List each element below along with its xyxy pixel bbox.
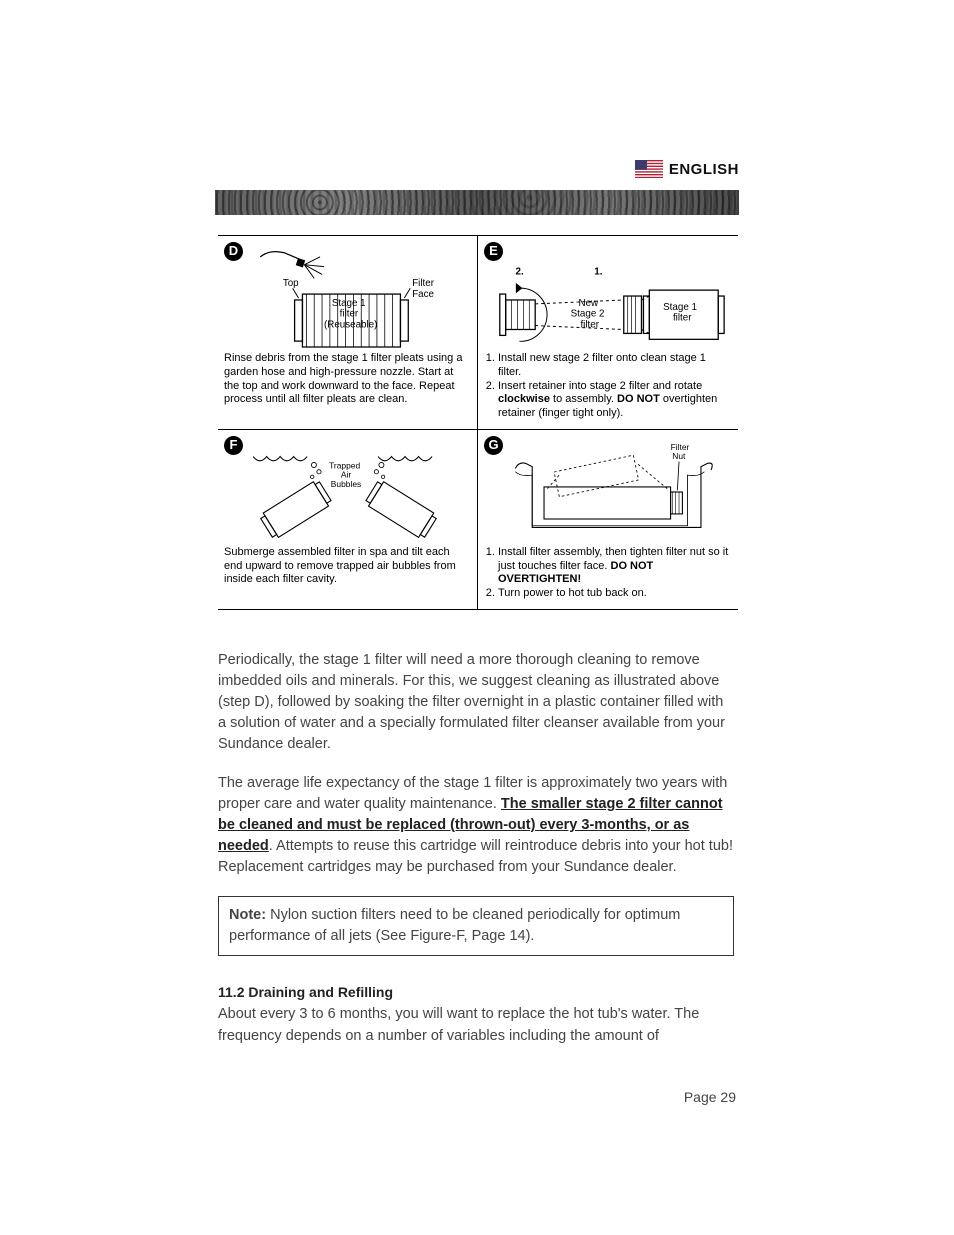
instruction-grid: D (218, 235, 738, 610)
manual-page: ENGLISH D (0, 0, 954, 1235)
paragraph-1: Periodically, the stage 1 filter will ne… (218, 650, 734, 755)
caption-g: Install filter assembly, then tighten fi… (484, 546, 732, 601)
caption-e-2: Insert retainer into stage 2 filter and … (498, 380, 732, 421)
section-heading: 11.2 Draining and Refilling (218, 982, 734, 1002)
caption-f: Submerge assembled filter in spa and til… (224, 546, 471, 587)
decorative-banner (215, 190, 739, 215)
caption-e-1: Install new stage 2 filter onto clean st… (498, 352, 732, 380)
label-new-1: New (578, 298, 599, 309)
diagram-f: Trapped Air Bubbles (226, 438, 471, 546)
note-text: Nylon suction filters need to be cleaned… (229, 907, 680, 944)
page-number: Page 29 (684, 1089, 736, 1105)
paragraph-2: The average life expectancy of the stage… (218, 773, 734, 878)
panel-e: E (478, 236, 738, 430)
label-face-1: Filter (412, 278, 435, 289)
caption-d: Rinse debris from the stage 1 filter ple… (224, 352, 471, 407)
label-s1-1: Stage 1 (663, 302, 697, 313)
panel-f: F (218, 430, 478, 609)
header: ENGLISH (635, 160, 739, 178)
label-g-2: Nut (672, 451, 686, 461)
language-label: ENGLISH (669, 161, 739, 178)
diagram-d: Top Stage 1 filter (Reuseable) Filter Fa… (226, 244, 471, 352)
note-label: Note: (229, 907, 266, 923)
panel-g: G (478, 430, 738, 609)
diagram-g: Filter Nut (486, 438, 732, 546)
label-f-3: Bubbles (331, 479, 361, 489)
us-flag-icon (635, 160, 663, 178)
diagram-e: 2. 1. New Stage 2 filter Stage 1 filter (486, 244, 732, 352)
body-text: Periodically, the stage 1 filter will ne… (218, 650, 734, 1047)
note-box: Note: Nylon suction filters need to be c… (218, 896, 734, 956)
panel-d: D (218, 236, 478, 430)
caption-g-1: Install filter assembly, then tighten fi… (498, 546, 732, 587)
label-new-3: filter (580, 320, 599, 331)
label-e-2: 2. (516, 266, 524, 277)
label-stage1-3: (Reuseable) (324, 319, 377, 330)
paragraph-3: About every 3 to 6 months, you will want… (218, 1004, 734, 1046)
label-s1-2: filter (673, 313, 692, 324)
label-stage1-1: Stage 1 (332, 298, 366, 309)
label-top: Top (283, 278, 299, 289)
caption-e: Install new stage 2 filter onto clean st… (484, 352, 732, 421)
label-stage1-2: filter (340, 309, 359, 320)
label-face-2: Face (412, 289, 434, 300)
label-new-2: Stage 2 (571, 309, 605, 320)
label-e-1: 1. (594, 266, 602, 277)
p2-tail: . Attempts to reuse this cartridge will … (218, 838, 733, 875)
caption-g-2: Turn power to hot tub back on. (498, 587, 732, 601)
